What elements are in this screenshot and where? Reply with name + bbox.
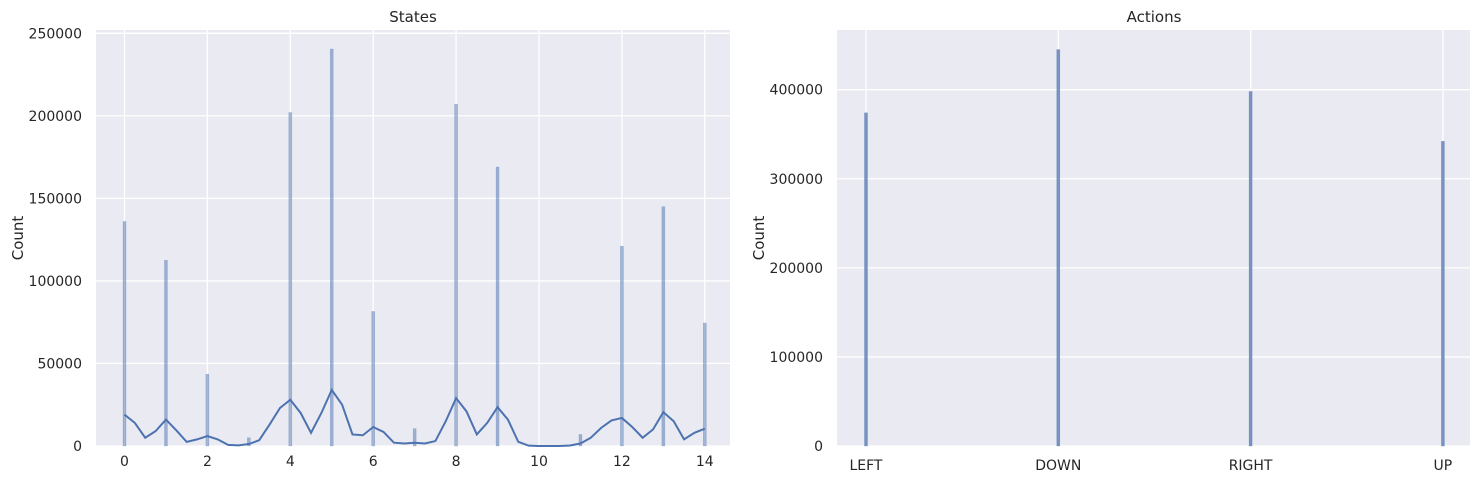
states-x-tick-labels: 0 2 4 6 8 10 12 14 [120, 454, 714, 470]
states-y-axis-label: Count [9, 216, 27, 261]
states-x-tick-label: 10 [530, 454, 548, 470]
states-x-tick-label: 4 [286, 454, 295, 470]
states-bar [371, 311, 375, 447]
states-y-tick-label: 100000 [29, 274, 82, 290]
states-y-tick-label: 200000 [29, 109, 82, 125]
states-bar [495, 166, 500, 447]
states-bar [288, 112, 293, 447]
states-bars [122, 48, 707, 447]
actions-x-tick-label: RIGHT [1229, 458, 1273, 474]
states-y-tick-label: 0 [73, 439, 82, 455]
states-plot-background [96, 30, 730, 446]
states-bar [661, 206, 666, 447]
actions-y-tick-labels: 0 100000 200000 300000 400000 [770, 83, 823, 455]
states-bar [412, 428, 417, 447]
actions-y-tick-label: 400000 [770, 83, 823, 99]
actions-chart-title: Actions [1127, 8, 1182, 26]
states-y-tick-label: 150000 [29, 191, 82, 207]
actions-bar-down [1056, 49, 1061, 447]
actions-bars [864, 49, 1445, 447]
actions-y-tick-label: 200000 [770, 261, 823, 277]
states-x-tick-label: 12 [613, 454, 631, 470]
states-bar [164, 260, 168, 447]
states-bar [122, 221, 127, 447]
actions-y-tick-label: 100000 [770, 350, 823, 366]
actions-bar-up [1441, 141, 1445, 447]
actions-x-tick-label: UP [1434, 458, 1453, 474]
states-x-tick-label: 2 [203, 454, 212, 470]
states-bar [620, 246, 624, 447]
states-y-tick-label: 250000 [29, 26, 82, 42]
actions-x-tick-label: LEFT [849, 458, 882, 474]
actions-plot-background [837, 30, 1470, 446]
actions-x-tick-label: DOWN [1035, 458, 1081, 474]
states-x-tick-label: 0 [120, 454, 129, 470]
actions-bar-right [1248, 91, 1253, 447]
actions-bar-left [864, 112, 868, 447]
actions-y-axis-label: Count [750, 216, 768, 261]
states-x-tick-label: 8 [452, 454, 461, 470]
states-x-tick-label: 6 [369, 454, 378, 470]
states-chart-title: States [389, 8, 437, 26]
states-y-tick-label: 50000 [37, 356, 82, 372]
states-kde-line [123, 387, 706, 447]
states-bar [205, 373, 210, 447]
states-bar [703, 322, 707, 447]
states-bar [578, 434, 583, 447]
states-bar [454, 104, 458, 447]
actions-y-tick-label: 0 [814, 439, 823, 455]
actions-x-tick-labels: LEFT DOWN RIGHT UP [849, 458, 1452, 474]
states-x-tick-label: 14 [696, 454, 714, 470]
states-bar [330, 48, 334, 447]
states-y-tick-labels: 0 50000 100000 150000 200000 250000 [29, 26, 82, 455]
states-bar [247, 437, 251, 447]
actions-histogram-panel: LEFT DOWN RIGHT UP 0 100000 200000 300000 40000… [750, 8, 1470, 474]
actions-y-tick-label: 300000 [770, 172, 823, 188]
states-histogram-panel: 0 2 4 6 8 10 12 14 0 50000 100000 150000 200000 2500… [9, 8, 730, 470]
